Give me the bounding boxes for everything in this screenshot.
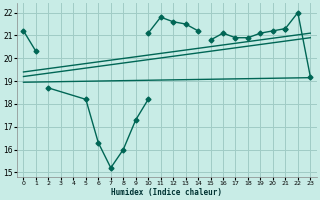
X-axis label: Humidex (Indice chaleur): Humidex (Indice chaleur) <box>111 188 222 197</box>
